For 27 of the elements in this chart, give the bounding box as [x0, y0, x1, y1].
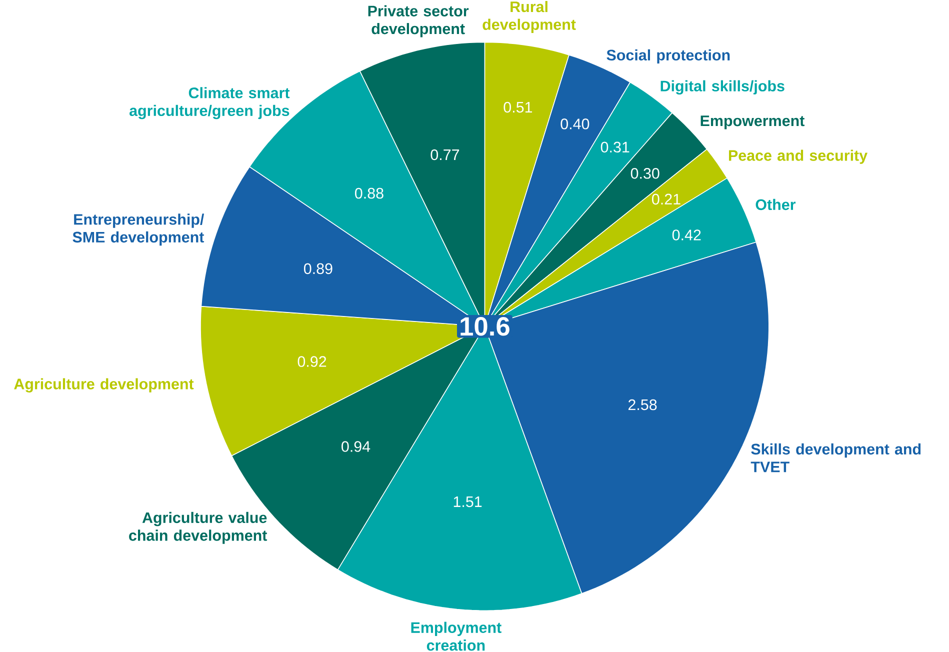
- data-label: 0.51: [504, 102, 532, 113]
- data-label: 0.89: [304, 263, 332, 274]
- slice-label: Peace and security: [728, 150, 868, 164]
- data-label: 0.31: [600, 142, 630, 153]
- slice-label: Rural development: [482, 1, 576, 34]
- slice-label: Employment creation: [411, 622, 502, 651]
- slice-label: Social protection: [606, 49, 730, 64]
- data-label: 0.30: [630, 168, 660, 179]
- slice-label: Entrepreneurship/ SME development: [72, 214, 204, 246]
- slice-label: Skills development and TVET: [750, 444, 921, 472]
- text: 10.6: [460, 317, 510, 336]
- slice-label: Agriculture value chain development: [129, 512, 268, 544]
- data-label: 0.40: [560, 118, 590, 130]
- slice-label: Private sector development: [368, 5, 469, 38]
- data-label: 0.77: [430, 149, 460, 160]
- data-label: 0.42: [672, 230, 701, 240]
- slice-label: Agriculture development: [14, 378, 194, 393]
- slice-label: Climate smart agriculture/green jobs: [130, 87, 290, 120]
- slice-label: Digital skills/jobs: [660, 80, 784, 95]
- data-label: 0.88: [355, 188, 384, 199]
- data-label: 0.21: [652, 194, 680, 205]
- data-label: 0.94: [342, 441, 370, 452]
- data-label: 0.92: [298, 356, 326, 368]
- data-label: 2.58: [628, 399, 657, 410]
- data-label: 1.51: [454, 496, 482, 508]
- slice-label: Empowerment: [700, 116, 804, 130]
- slice-label: Other: [756, 199, 796, 210]
